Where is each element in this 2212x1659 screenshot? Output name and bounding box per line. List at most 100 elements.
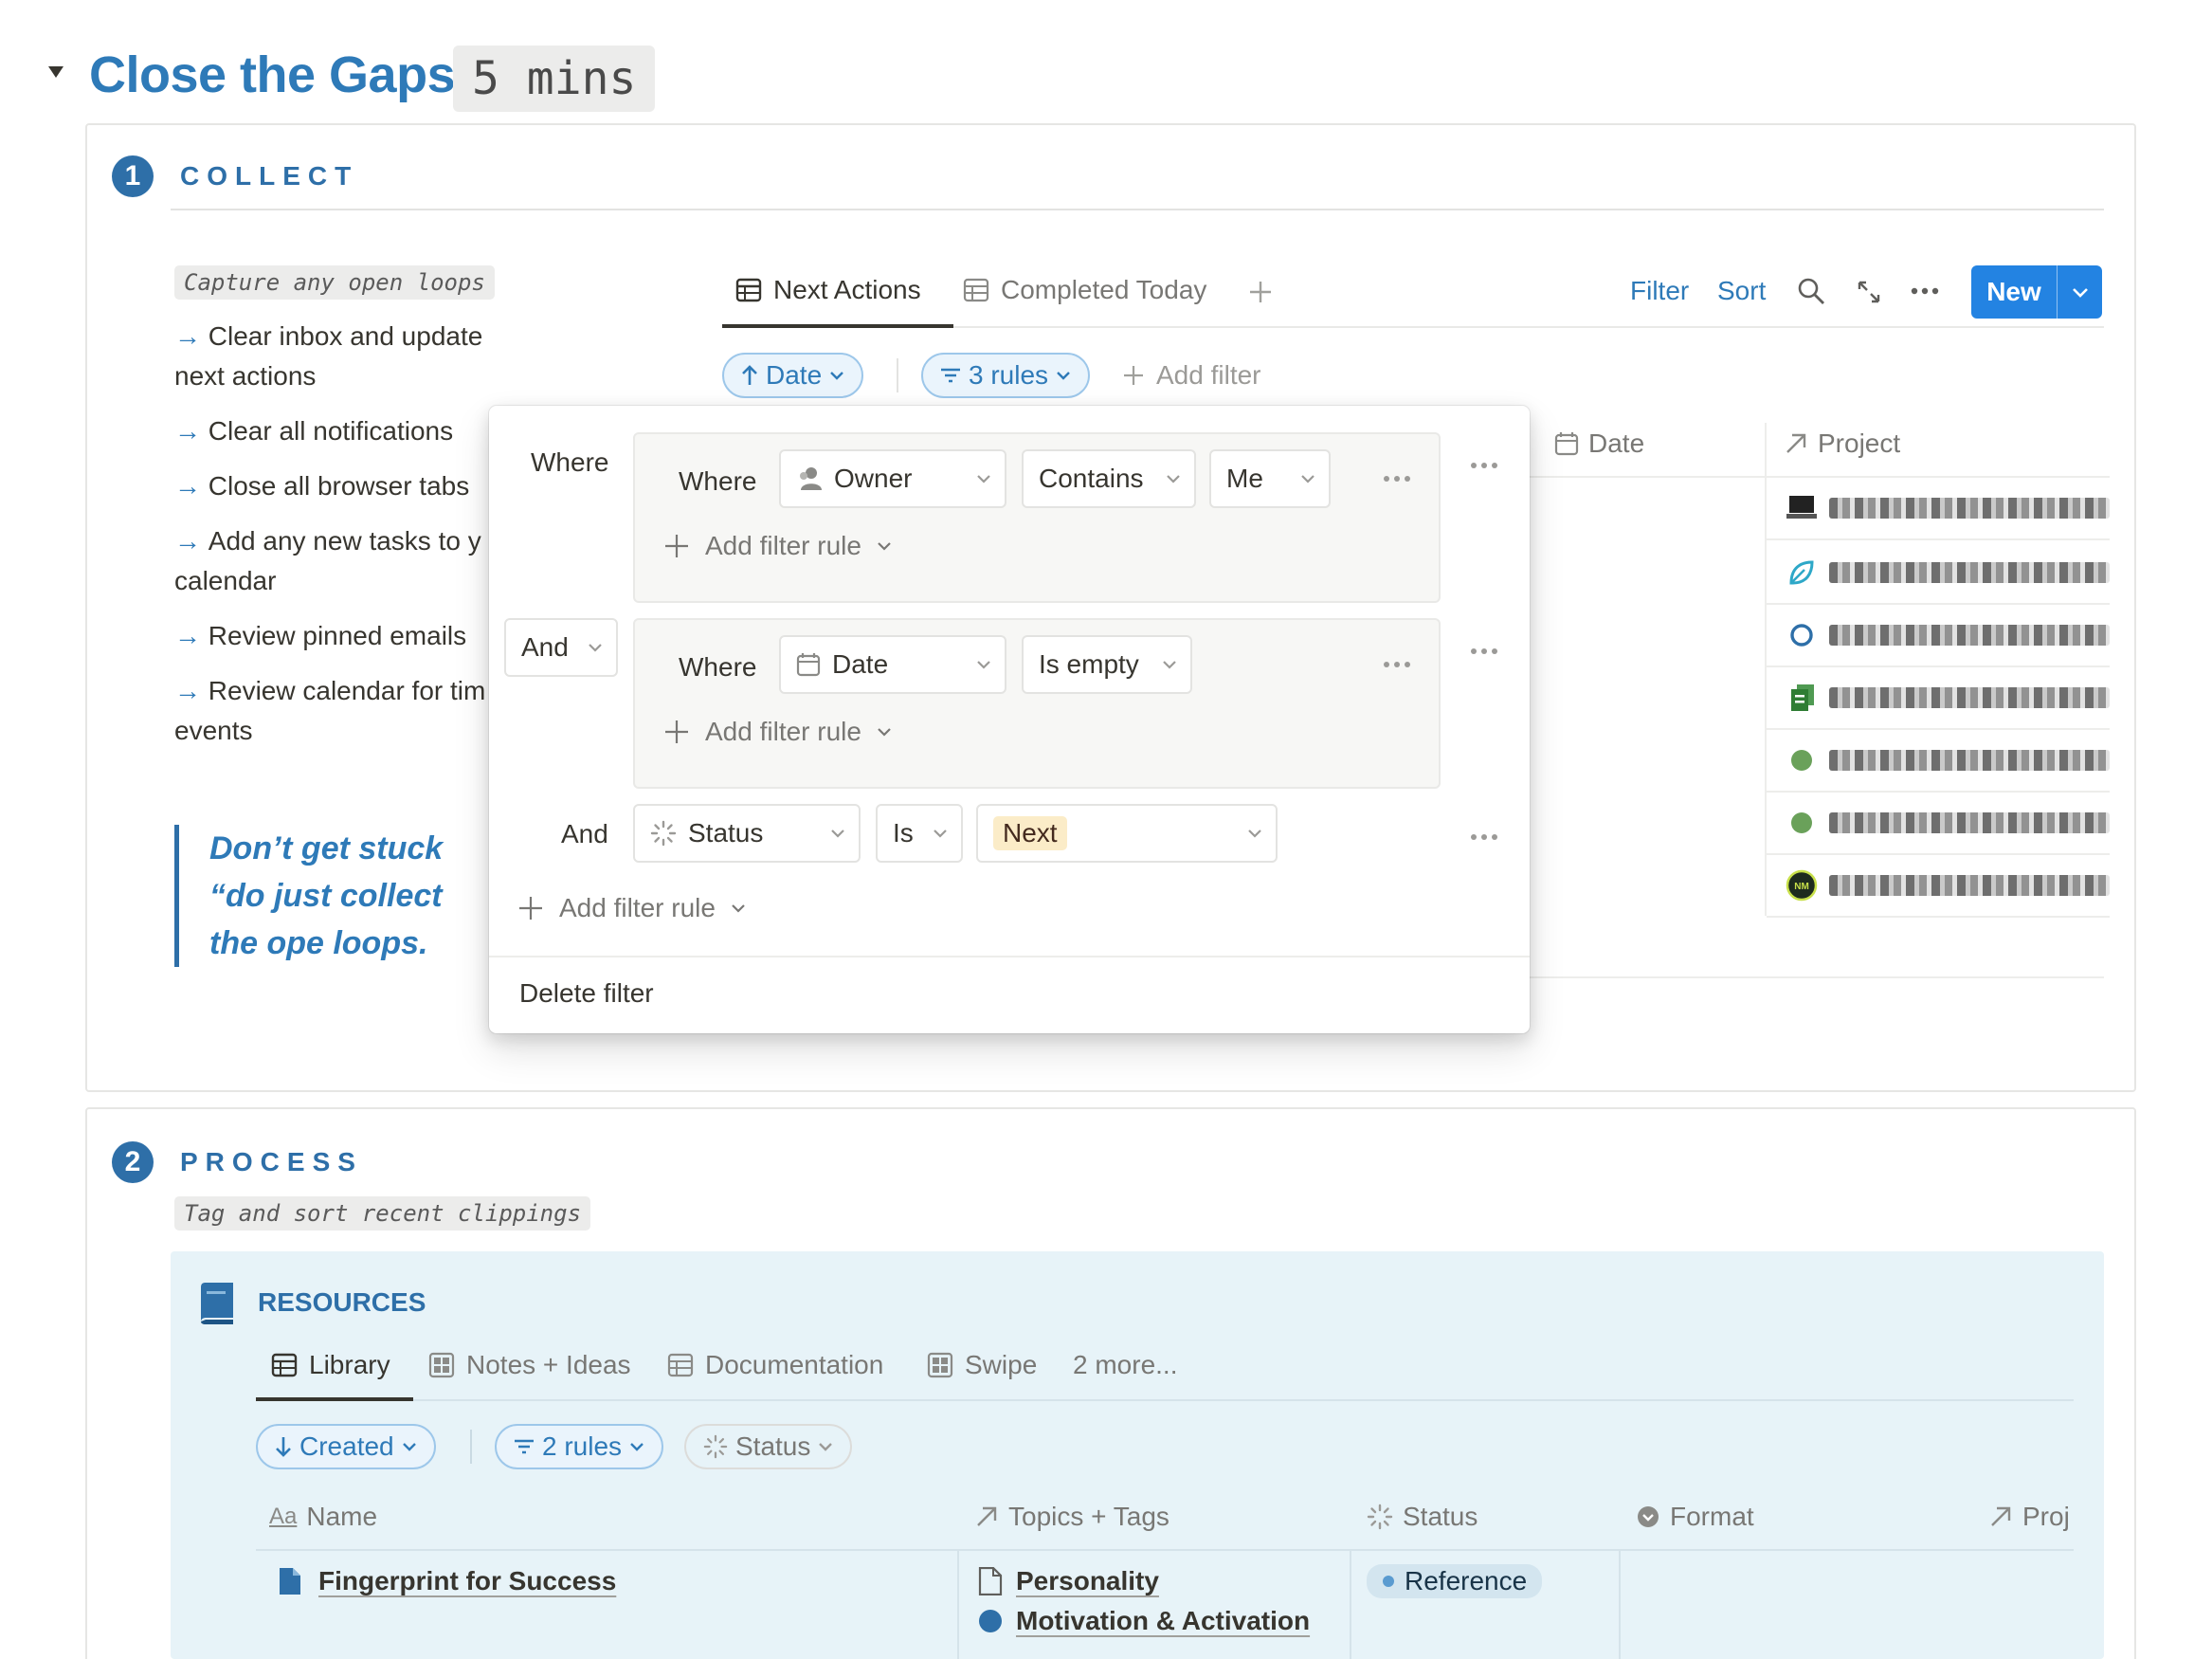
- table-row[interactable]: [1767, 542, 2110, 605]
- tab-next-actions[interactable]: Next Actions: [735, 275, 921, 305]
- rules-pill[interactable]: 3 rules: [921, 353, 1091, 398]
- chevron-down-icon: [829, 370, 844, 381]
- list-item: → Review calendar for tim events: [174, 676, 486, 745]
- blurred-project-name: [1829, 498, 2110, 519]
- status-badge: Next: [993, 816, 1067, 850]
- more-views-button[interactable]: 2 more...: [1073, 1350, 1178, 1379]
- divider: [171, 209, 2104, 210]
- sort-created-pill[interactable]: Created: [256, 1424, 436, 1469]
- chevron-down-icon: [1247, 828, 1262, 839]
- operator-select-contains[interactable]: Contains: [1022, 449, 1196, 508]
- green-dot-icon: [1786, 746, 1818, 775]
- column-header-project[interactable]: Proj: [1988, 1502, 2074, 1532]
- plus-icon: [663, 719, 690, 745]
- table-row[interactable]: Fingerprint for Success: [279, 1566, 616, 1596]
- column-header-name[interactable]: Aa Name: [269, 1502, 378, 1531]
- blurred-project-name: [1829, 687, 2110, 708]
- add-filter-rule-button[interactable]: Add filter rule: [517, 893, 746, 923]
- new-button[interactable]: New: [1971, 265, 2102, 319]
- text-aa-icon: Aa: [269, 1504, 298, 1529]
- more-options-icon[interactable]: [1911, 286, 1939, 296]
- value-select-next[interactable]: Next: [976, 804, 1278, 863]
- list-item: → Close all browser tabs: [174, 471, 470, 501]
- tag-link[interactable]: Motivation & Activation: [978, 1606, 1310, 1636]
- person-icon: [796, 465, 823, 492]
- duration-badge: 5 mins: [453, 46, 656, 112]
- select-icon: [1636, 1504, 1660, 1529]
- add-filter-rule-button[interactable]: Add filter rule: [663, 717, 892, 747]
- add-filter-rule-button[interactable]: Add filter rule: [663, 531, 892, 561]
- column-header-topics-tags[interactable]: Topics + Tags: [974, 1502, 1169, 1532]
- sort-date-pill[interactable]: Date: [722, 353, 864, 398]
- active-tab-indicator: [256, 1397, 413, 1401]
- where-label: Where: [531, 447, 609, 477]
- chevron-down-icon[interactable]: [2057, 265, 2102, 319]
- row-name[interactable]: Fingerprint for Success: [318, 1566, 617, 1595]
- tab-underline: [256, 1399, 2074, 1401]
- filter-button[interactable]: Filter: [1630, 276, 1690, 305]
- relation-arrow-icon: [974, 1504, 999, 1529]
- property-select-date[interactable]: Date: [779, 635, 1006, 694]
- conjunction-select-and[interactable]: And: [504, 618, 618, 677]
- rule-more-icon[interactable]: [1382, 660, 1412, 669]
- table-icon: [271, 1352, 298, 1378]
- tab-notes-ideas[interactable]: Notes + Ideas: [428, 1350, 631, 1380]
- filter-popup: Where Where Owner Contains Me Add filter…: [489, 406, 1530, 1033]
- property-select-owner[interactable]: Owner: [779, 449, 1006, 508]
- sort-button[interactable]: Sort: [1717, 276, 1767, 305]
- status-loader-icon: [1367, 1504, 1393, 1530]
- process-card: [85, 1107, 2136, 1659]
- popup-divider: [489, 956, 1530, 957]
- table-row[interactable]: [1767, 605, 2110, 667]
- chevron-down-icon: [1056, 370, 1071, 381]
- tab-library[interactable]: Library: [271, 1350, 390, 1380]
- status-dot-icon: [1382, 1575, 1395, 1588]
- delete-filter-button[interactable]: Delete filter: [519, 978, 654, 1008]
- blurred-project-name: [1829, 875, 2110, 896]
- column-header-project[interactable]: Project: [1784, 428, 1900, 459]
- group-more-icon[interactable]: [1469, 647, 1499, 656]
- collapse-toggle-icon[interactable]: [45, 61, 66, 82]
- status-loader-icon: [703, 1434, 728, 1459]
- blurred-project-name: [1829, 562, 2110, 583]
- tab-completed-today[interactable]: Completed Today: [963, 275, 1206, 305]
- operator-select-is-empty[interactable]: Is empty: [1022, 635, 1192, 694]
- table-bottom-divider: [1530, 976, 2104, 978]
- table-row[interactable]: [1767, 793, 2110, 855]
- column-header-format[interactable]: Format: [1636, 1502, 1754, 1532]
- expand-icon[interactable]: [1856, 279, 1882, 305]
- rules-pill[interactable]: 2 rules: [495, 1424, 664, 1469]
- group-more-icon[interactable]: [1469, 461, 1499, 470]
- add-view-plus-icon[interactable]: [1247, 279, 1274, 305]
- table-row[interactable]: [1767, 730, 2110, 793]
- plus-icon: [663, 533, 690, 559]
- add-filter-button[interactable]: Add filter: [1122, 360, 1261, 391]
- table-row[interactable]: [1767, 478, 2110, 540]
- collect-subtitle: Capture any open loops: [174, 265, 495, 300]
- column-header-date[interactable]: Date: [1554, 428, 1644, 459]
- blurred-project-name: [1829, 812, 2110, 833]
- tab-documentation[interactable]: Documentation: [667, 1350, 883, 1380]
- table-row[interactable]: NM: [1767, 855, 2110, 918]
- status-loader-icon: [650, 820, 677, 847]
- arrow-down-icon: [275, 1435, 292, 1458]
- search-icon[interactable]: [1797, 277, 1825, 305]
- chevron-down-icon: [629, 1441, 644, 1452]
- tab-swipe[interactable]: Swipe: [927, 1350, 1037, 1380]
- table-row[interactable]: [1767, 667, 2110, 730]
- page-icon: [978, 1567, 1003, 1595]
- book-icon: [197, 1282, 235, 1325]
- resources-panel: [171, 1251, 2104, 1659]
- property-select-status[interactable]: Status: [633, 804, 861, 863]
- list-item: → Review pinned emails: [174, 621, 467, 650]
- column-divider: [1350, 1551, 1351, 1659]
- operator-select-is[interactable]: Is: [876, 804, 963, 863]
- rule-more-icon[interactable]: [1469, 832, 1499, 842]
- column-header-status[interactable]: Status: [1367, 1502, 1478, 1532]
- status-filter-pill[interactable]: Status: [684, 1424, 853, 1469]
- calendar-icon: [796, 652, 821, 677]
- value-select-me[interactable]: Me: [1209, 449, 1331, 508]
- rule-more-icon[interactable]: [1382, 474, 1412, 483]
- tag-link[interactable]: Personality: [978, 1566, 1159, 1596]
- svg-text:NM: NM: [1794, 882, 1809, 892]
